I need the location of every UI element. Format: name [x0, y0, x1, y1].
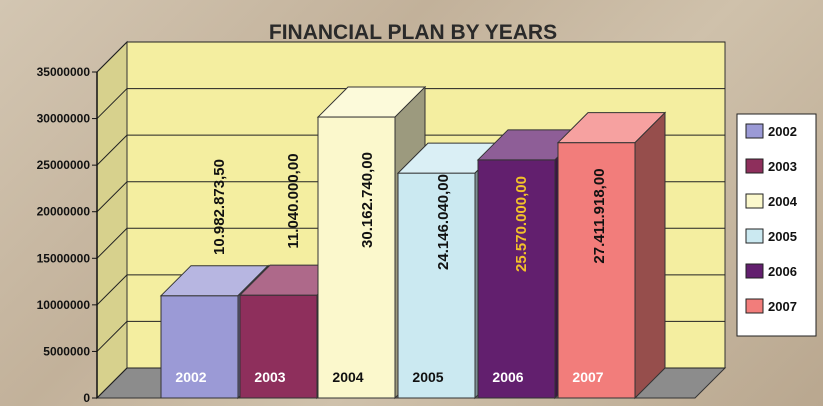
bar-2007	[556, 111, 667, 400]
y-tick-label: 35000000	[37, 65, 91, 79]
category-label-2007: 2007	[572, 369, 603, 385]
y-tick-label: 30000000	[37, 112, 91, 126]
legend-swatch	[745, 263, 764, 279]
category-label-2004: 2004	[332, 369, 363, 385]
legend-label: 2003	[768, 159, 797, 174]
bars: 10.982.873,50 2002 11.040.000,00 2003 30.162…	[159, 85, 667, 400]
data-label-2003: 11.040.000,00	[285, 153, 302, 248]
legend-item-2004: 2004	[745, 193, 798, 209]
category-label-2002: 2002	[175, 369, 206, 385]
bar-front	[557, 142, 636, 399]
legend-swatch	[745, 228, 764, 244]
legend-item-2005: 2005	[745, 228, 797, 244]
y-axis: 0 5000000 10000000 15000000 20000000 25000000…	[37, 65, 98, 405]
legend-item-2006: 2006	[745, 263, 797, 279]
y-tick-label: 5000000	[43, 344, 90, 358]
legend-label: 2002	[768, 124, 797, 139]
legend-label: 2007	[768, 299, 797, 314]
legend-item-2007: 2007	[745, 298, 797, 314]
legend-label: 2006	[768, 264, 797, 279]
data-label-2007: 27.411.918,00	[591, 168, 608, 263]
bar-front	[239, 294, 318, 399]
legend-swatch	[745, 298, 764, 314]
gridline	[96, 41, 725, 73]
legend: 2002 2003 2004 2005 2006 2007	[736, 113, 817, 337]
legend-item-2002: 2002	[745, 123, 797, 139]
data-label-2006: 25.570.000,00	[513, 176, 530, 272]
data-label-2005: 24.146.040,00	[435, 174, 452, 270]
legend-label: 2005	[768, 229, 797, 244]
y-tick-label: 0	[83, 391, 90, 405]
legend-item-2003: 2003	[745, 158, 797, 174]
y-tick-label: 15000000	[37, 251, 91, 265]
y-tick-label: 10000000	[37, 298, 91, 312]
category-label-2005: 2005	[412, 369, 443, 385]
category-label-2006: 2006	[492, 369, 523, 385]
data-label-2002: 10.982.873,50	[211, 159, 228, 255]
legend-swatch	[745, 158, 764, 174]
y-tick-label: 20000000	[37, 205, 91, 219]
bar-side	[634, 111, 666, 400]
data-label-2004: 30.162.740,00	[359, 152, 376, 248]
gridline	[96, 88, 725, 119]
y-tick-label: 25000000	[37, 158, 91, 172]
category-label-2003: 2003	[254, 369, 285, 385]
plot-side-wall	[96, 40, 128, 400]
legend-swatch	[745, 193, 764, 209]
legend-swatch	[745, 123, 764, 139]
bar-front	[160, 295, 239, 399]
chart-title: FINANCIAL PLAN BY YEARS	[269, 21, 557, 44]
legend-label: 2004	[768, 194, 798, 209]
bar-front	[317, 116, 396, 399]
